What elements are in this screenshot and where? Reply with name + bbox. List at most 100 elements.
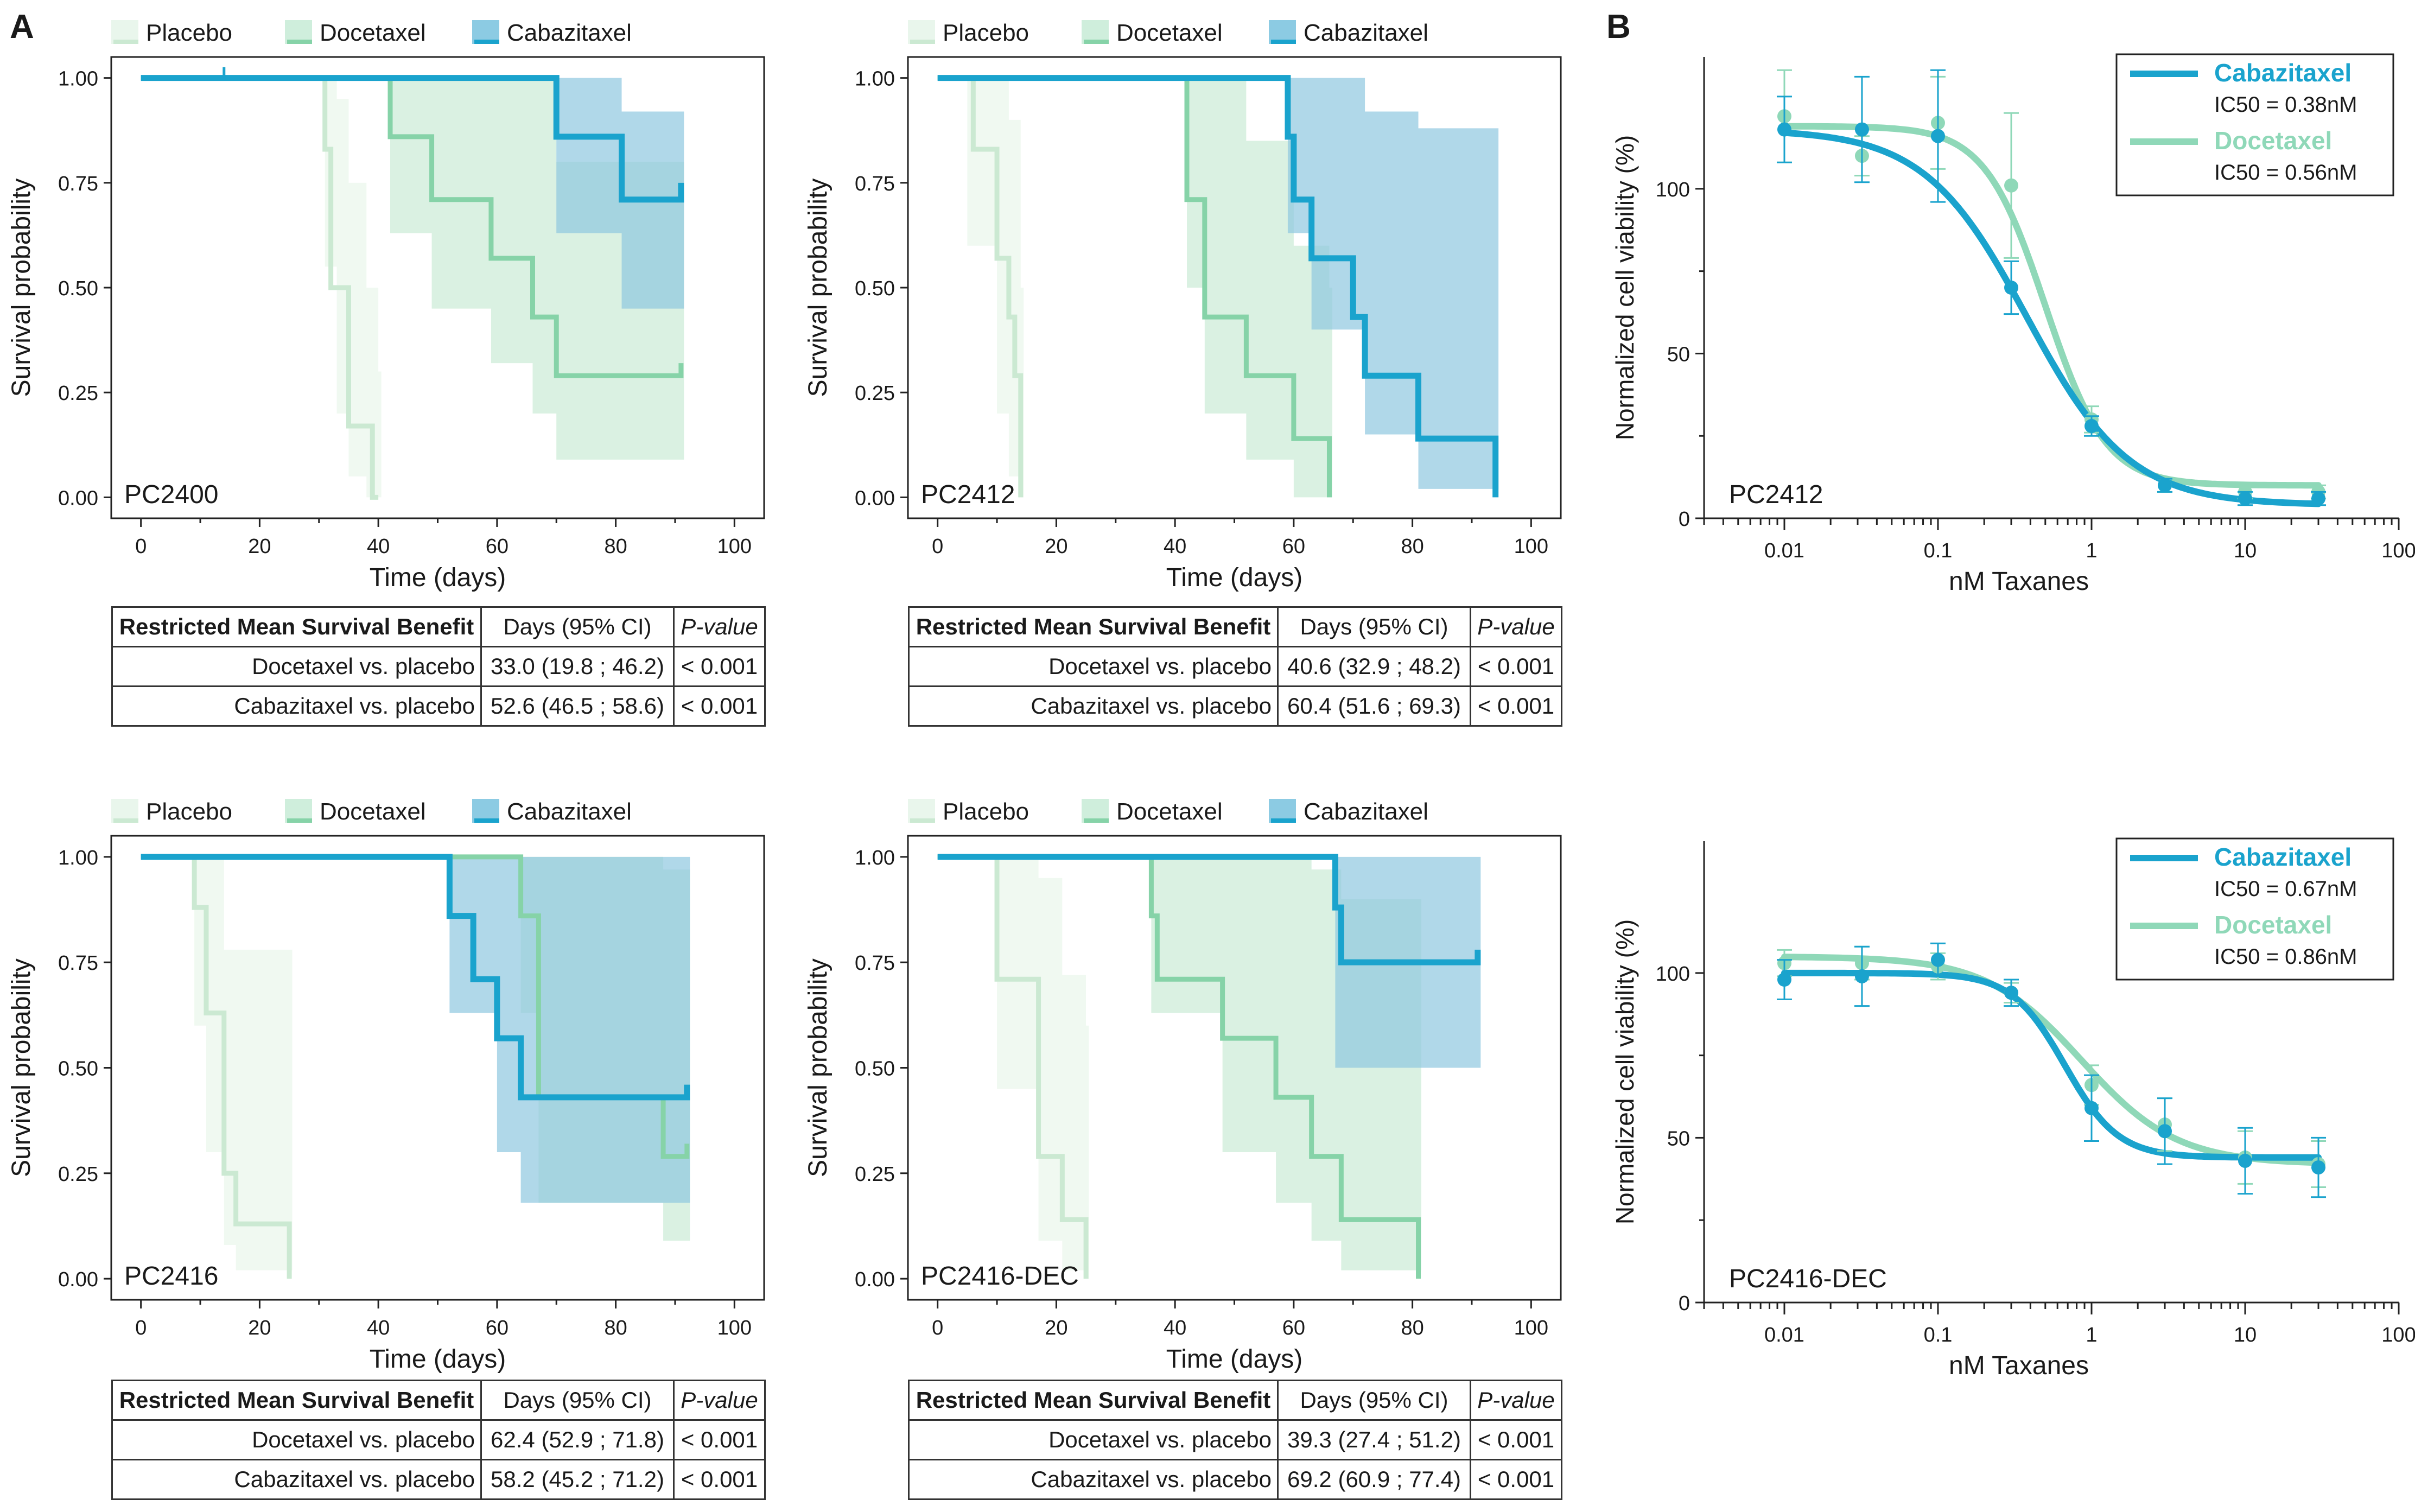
table-header-benefit: Restricted Mean Survival Benefit xyxy=(111,1380,482,1421)
data-point-cabazitaxel xyxy=(1854,122,1869,137)
y-tick-label: 0.50 xyxy=(58,1058,98,1081)
x-tick-label: 1 xyxy=(2086,1324,2097,1346)
table-header-days: Days (95% CI) xyxy=(1277,606,1471,647)
km-chart-0: 0.00 0.25 0.50 0.75 1.00 0 20 40 60 80 100 Time (da… xyxy=(7,20,765,592)
km-line-placebo xyxy=(141,75,379,500)
table-header-benefit: Restricted Mean Survival Benefit xyxy=(908,606,1279,647)
data-point-cabazitaxel xyxy=(1930,952,1945,967)
fit-curve-cabazitaxel xyxy=(1781,129,2322,507)
x-tick-label: 40 xyxy=(1164,535,1186,558)
km-line-placebo xyxy=(937,854,1089,1279)
legend-label-cabazitaxel: Cabazitaxel xyxy=(2214,843,2352,871)
y-tick-label: 0.25 xyxy=(855,1163,895,1186)
x-tick-label: 80 xyxy=(604,1317,627,1339)
y-axis-title: Survival probability xyxy=(804,958,832,1177)
table-cell-pvalue: < 0.001 xyxy=(1470,1459,1562,1500)
y-tick-label: 0.25 xyxy=(58,382,98,405)
rmst-table-pc2416-dec: Restricted Mean Survival Benefit Days (9… xyxy=(908,1380,1562,1500)
x-tick-label: 100 xyxy=(1514,535,1548,558)
table-cell-comparison: Cabazitaxel vs. placebo xyxy=(908,1459,1279,1500)
y-tick-label: 0.00 xyxy=(58,487,98,510)
x-tick-label: 0 xyxy=(932,1317,943,1339)
y-axis-title: Normalized cell viability (%) xyxy=(1611,135,1639,440)
table-cell-days: 69.2 (60.9 ; 77.4) xyxy=(1277,1459,1471,1500)
table-cell-pvalue: < 0.001 xyxy=(673,685,766,727)
table-header-days: Days (95% CI) xyxy=(480,606,675,647)
table-cell-pvalue: < 0.001 xyxy=(673,1419,766,1460)
y-axis-title: Survival probability xyxy=(7,179,36,397)
y-tick-label: 100 xyxy=(1656,963,1690,986)
data-point-cabazitaxel xyxy=(2084,1101,2099,1115)
km-chart-1: 0.00 0.25 0.50 0.75 1.00 0 20 40 60 80 100 Time (da… xyxy=(804,20,1562,592)
table-cell-pvalue: < 0.001 xyxy=(673,1459,766,1500)
legend-label-docetaxel: Docetaxel xyxy=(2214,911,2332,939)
panel-title: PC2412 xyxy=(1729,480,1823,509)
y-tick-label: 0.25 xyxy=(58,1163,98,1186)
table-header-row: Restricted Mean Survival Benefit Days (9… xyxy=(908,1380,1562,1421)
km-line-cabazitaxel xyxy=(141,854,690,1101)
y-axis-title: Normalized cell viability (%) xyxy=(1611,919,1639,1224)
x-tick-label: 10 xyxy=(2234,539,2257,562)
x-tick-label: 60 xyxy=(486,1317,509,1339)
x-tick-label: 0.1 xyxy=(1924,1324,1953,1346)
data-point-cabazitaxel xyxy=(2311,1160,2326,1175)
table-row: Cabazitaxel vs. placebo 69.2 (60.9 ; 77.… xyxy=(908,1459,1562,1500)
data-point-cabazitaxel xyxy=(1930,129,1945,143)
legend-label-docetaxel: Docetaxel xyxy=(1116,20,1223,46)
table-header-days: Days (95% CI) xyxy=(1277,1380,1471,1421)
table-cell-comparison: Docetaxel vs. placebo xyxy=(111,646,482,687)
y-tick-label: 0.50 xyxy=(855,277,895,300)
table-cell-days: 33.0 (19.8 ; 46.2) xyxy=(480,646,675,687)
km-line-cabazitaxel xyxy=(937,75,1499,498)
x-axis-title: Time (days) xyxy=(1166,1345,1303,1374)
table-row: Docetaxel vs. placebo 33.0 (19.8 ; 46.2)… xyxy=(111,646,766,687)
legend-label-cabazitaxel: Cabazitaxel xyxy=(507,20,632,46)
x-tick-label: 0.01 xyxy=(1764,539,1804,562)
data-point-cabazitaxel xyxy=(2158,478,2172,493)
km-chart-3: 0.00 0.25 0.50 0.75 1.00 0 20 40 60 80 100 Time (da… xyxy=(804,798,1562,1374)
y-tick-label: 0.00 xyxy=(855,1268,895,1291)
ci-band-cabazitaxel xyxy=(449,856,690,1203)
table-row: Cabazitaxel vs. placebo 58.2 (45.2 ; 71.… xyxy=(111,1459,766,1500)
table-header-benefit: Restricted Mean Survival Benefit xyxy=(908,1380,1279,1421)
table-cell-comparison: Docetaxel vs. placebo xyxy=(908,646,1279,687)
table-cell-days: 52.6 (46.5 ; 58.6) xyxy=(480,685,675,727)
legend-label-placebo: Placebo xyxy=(943,798,1029,825)
ic50-label-cabazitaxel: IC50 = 0.67nM xyxy=(2214,877,2357,901)
fit-curve-cabazitaxel xyxy=(1781,969,2322,1161)
x-axis-title: Time (days) xyxy=(1166,563,1303,592)
x-tick-label: 60 xyxy=(1282,1317,1305,1339)
y-tick-label: 0.75 xyxy=(58,952,98,975)
y-tick-label: 0 xyxy=(1679,1292,1690,1315)
y-tick-label: 1.00 xyxy=(855,847,895,869)
x-tick-label: 0.01 xyxy=(1764,1324,1804,1346)
panel-title: PC2400 xyxy=(124,480,218,509)
data-point-docetaxel xyxy=(2004,178,2019,193)
y-tick-label: 100 xyxy=(1656,179,1690,201)
x-axis-title: Time (days) xyxy=(370,1345,506,1374)
table-header-days: Days (95% CI) xyxy=(480,1380,675,1421)
panel-label-a: A xyxy=(10,8,34,46)
x-tick-label: 20 xyxy=(1045,1317,1067,1339)
table-header-benefit: Restricted Mean Survival Benefit xyxy=(111,606,482,647)
ci-band-cabazitaxel xyxy=(1287,78,1499,489)
table-cell-days: 40.6 (32.9 ; 48.2) xyxy=(1277,646,1471,687)
y-axis-title: Survival probability xyxy=(804,179,832,397)
km-line-placebo xyxy=(141,854,292,1279)
data-point-cabazitaxel xyxy=(1854,969,1869,983)
x-tick-label: 100 xyxy=(1514,1317,1548,1339)
x-tick-label: 100 xyxy=(2381,539,2415,562)
x-tick-label: 20 xyxy=(248,535,271,558)
ci-band-placebo xyxy=(194,856,293,1270)
km-chart-2: 0.00 0.25 0.50 0.75 1.00 0 20 40 60 80 100 Time (da… xyxy=(7,798,765,1374)
table-header-pvalue: P-value xyxy=(1470,1380,1562,1421)
panel-title: PC2416-DEC xyxy=(1729,1265,1887,1293)
table-cell-pvalue: < 0.001 xyxy=(1470,1419,1562,1460)
table-header-row: Restricted Mean Survival Benefit Days (9… xyxy=(111,606,766,647)
x-tick-label: 100 xyxy=(2381,1324,2415,1346)
y-tick-label: 0.75 xyxy=(855,952,895,975)
table-header-row: Restricted Mean Survival Benefit Days (9… xyxy=(111,1380,766,1421)
y-tick-label: 0 xyxy=(1679,508,1690,531)
fit-curve-docetaxel xyxy=(1781,123,2322,489)
y-tick-label: 1.00 xyxy=(855,68,895,91)
